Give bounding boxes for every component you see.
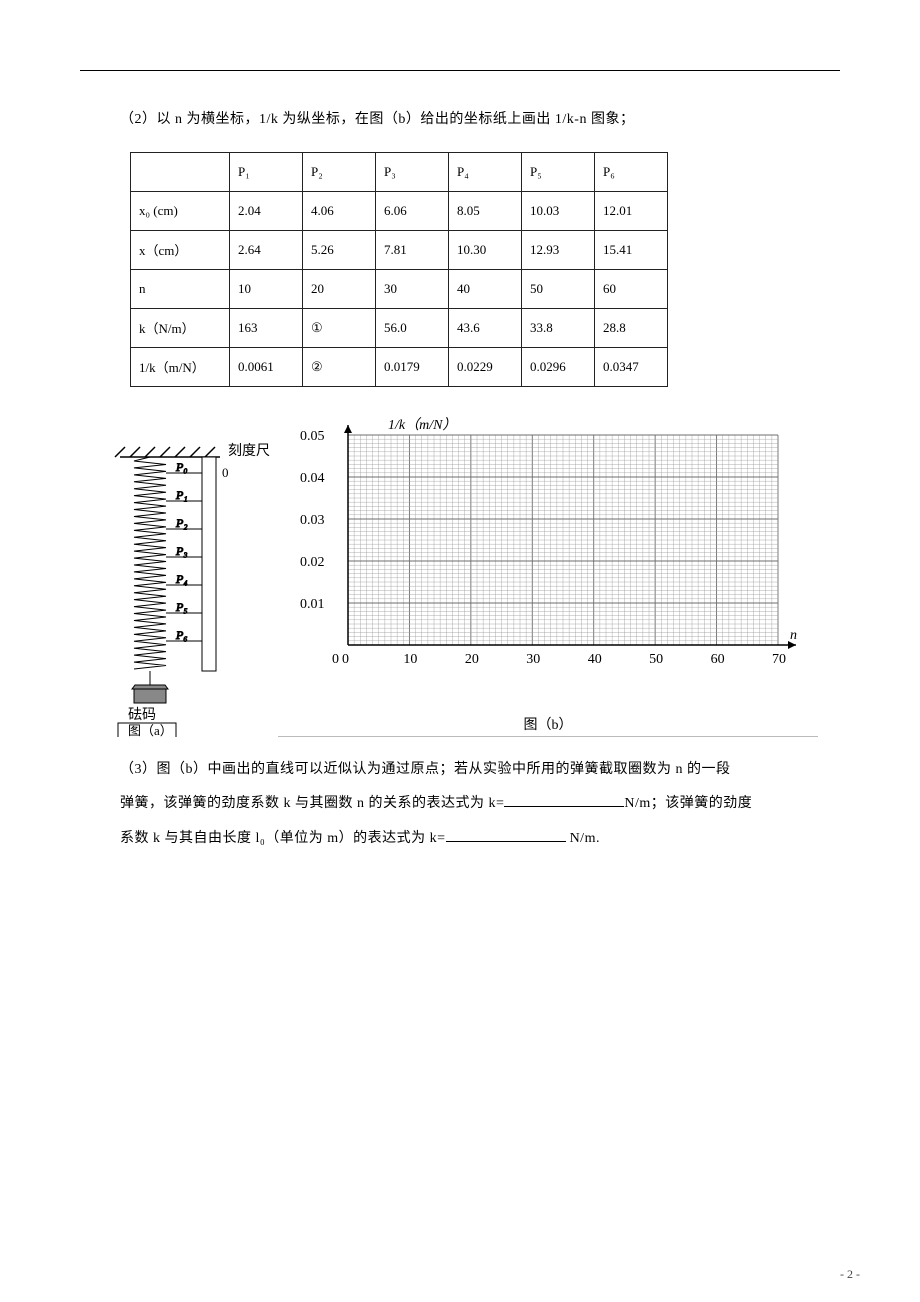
blank-k-l0[interactable] <box>446 827 566 842</box>
svg-text:n: n <box>790 628 797 643</box>
data-table: P₁ P₂ P₃ P₄ P₅ P₆ x₀ (cm) 2.04 4.06 6.06… <box>130 152 668 387</box>
question-3-line2: 弹簧，该弹簧的劲度系数 k 与其圈数 n 的关系的表达式为 k= N/m；该弹簧的… <box>120 791 840 818</box>
cell: 163 <box>230 308 303 347</box>
top-rule <box>80 70 840 71</box>
zero-label: 0 <box>222 465 229 480</box>
svg-text:P₃: P₃ <box>175 544 188 558</box>
cell: P₂ <box>303 152 376 191</box>
table-row: 1/k（m/N） 0.0061 ② 0.0179 0.0229 0.0296 0… <box>131 347 668 386</box>
cell: n <box>131 269 230 308</box>
cell: x₀ (cm) <box>131 191 230 230</box>
cell: 60 <box>595 269 668 308</box>
cell: 0.0296 <box>522 347 595 386</box>
cell: 15.41 <box>595 230 668 269</box>
cell: 10.03 <box>522 191 595 230</box>
table-row: k（N/m） 163 ① 56.0 43.6 33.8 28.8 <box>131 308 668 347</box>
cell: 5.26 <box>303 230 376 269</box>
q3-line2b: N/m；该弹簧的劲度 <box>624 796 752 811</box>
weight-label: 砝码 <box>128 707 156 723</box>
figure-a-spring-diagram: 刻度尺 P₀ P₁ P₂ P₃ P₄ P₅ P₆ 0 砝码 图（a） <box>110 437 270 737</box>
svg-text:0.01: 0.01 <box>300 597 325 612</box>
blank-k-n[interactable] <box>504 792 624 807</box>
svg-text:0: 0 <box>332 652 339 667</box>
svg-text:P₀: P₀ <box>175 460 188 474</box>
svg-text:0.04: 0.04 <box>300 471 325 486</box>
table-row: x（cm） 2.64 5.26 7.81 10.30 12.93 15.41 <box>131 230 668 269</box>
figure-row: 刻度尺 P₀ P₁ P₂ P₃ P₄ P₅ P₆ 0 砝码 图（a） 1/k（m/N） 0 10… <box>110 417 840 737</box>
figure-b-caption: 图（b） <box>278 714 818 734</box>
cell: ② <box>303 347 376 386</box>
table-row: x₀ (cm) 2.04 4.06 6.06 8.05 10.03 12.01 <box>131 191 668 230</box>
cell: 10 <box>230 269 303 308</box>
svg-text:70: 70 <box>772 652 786 667</box>
table-header-row: P₁ P₂ P₃ P₄ P₅ P₆ <box>131 152 668 191</box>
cell: 0.0061 <box>230 347 303 386</box>
cell: 7.81 <box>376 230 449 269</box>
page: （2）以 n 为横坐标，1/k 为纵坐标，在图（b）给出的坐标纸上画出 1/k-… <box>0 0 920 1302</box>
cell: 43.6 <box>449 308 522 347</box>
svg-text:20: 20 <box>465 652 479 667</box>
page-number: - 2 - <box>840 1267 860 1282</box>
cell: k（N/m） <box>131 308 230 347</box>
svg-text:10: 10 <box>403 652 417 667</box>
svg-text:0.03: 0.03 <box>300 513 325 528</box>
cell: P₃ <box>376 152 449 191</box>
cell: 0.0347 <box>595 347 668 386</box>
q3-line2a: 弹簧，该弹簧的劲度系数 k 与其圈数 n 的关系的表达式为 k= <box>120 796 504 811</box>
cell: 1/k（m/N） <box>131 347 230 386</box>
question-3-line1: （3）图（b）中画出的直线可以近似认为通过原点；若从实验中所用的弹簧截取圈数为 … <box>120 757 840 784</box>
cell: 56.0 <box>376 308 449 347</box>
table-row: n 10 20 30 40 50 60 <box>131 269 668 308</box>
cell: 12.93 <box>522 230 595 269</box>
svg-text:0.02: 0.02 <box>300 555 325 570</box>
cell: 0.0229 <box>449 347 522 386</box>
cell: 30 <box>376 269 449 308</box>
q3-line3a: 系数 k 与其自由长度 l₀（单位为 m）的表达式为 k= <box>120 831 446 846</box>
svg-text:30: 30 <box>526 652 540 667</box>
cell: 4.06 <box>303 191 376 230</box>
svg-text:60: 60 <box>711 652 725 667</box>
cell: 20 <box>303 269 376 308</box>
svg-text:0: 0 <box>342 652 349 667</box>
cell: 0.0179 <box>376 347 449 386</box>
cell: 12.01 <box>595 191 668 230</box>
svg-text:P₂: P₂ <box>175 516 188 530</box>
figure-b-container: 1/k（m/N） 0 10 20 30 40 50 60 70 0.01 0.02 0.03 0.04 0… <box>278 417 818 737</box>
svg-text:1/k（m/N）: 1/k（m/N） <box>388 417 456 433</box>
cell: 2.64 <box>230 230 303 269</box>
cell: ① <box>303 308 376 347</box>
svg-text:0.05: 0.05 <box>300 429 325 444</box>
cell: P₁ <box>230 152 303 191</box>
cell: 2.04 <box>230 191 303 230</box>
q3-line3b: N/m. <box>566 831 600 846</box>
cell: P₆ <box>595 152 668 191</box>
question-3-line3: 系数 k 与其自由长度 l₀（单位为 m）的表达式为 k= N/m. <box>120 826 840 853</box>
svg-text:P₆: P₆ <box>175 628 188 642</box>
cell: P₅ <box>522 152 595 191</box>
cell: 50 <box>522 269 595 308</box>
cell: 6.06 <box>376 191 449 230</box>
svg-text:40: 40 <box>588 652 602 667</box>
cell <box>131 152 230 191</box>
cell: 8.05 <box>449 191 522 230</box>
svg-text:P₁: P₁ <box>175 488 188 502</box>
ruler-label: 刻度尺 <box>228 443 270 459</box>
question-2: （2）以 n 为横坐标，1/k 为纵坐标，在图（b）给出的坐标纸上画出 1/k-… <box>120 107 840 134</box>
svg-text:P₄: P₄ <box>175 572 188 586</box>
cell: 10.30 <box>449 230 522 269</box>
cell: P₄ <box>449 152 522 191</box>
cell: 28.8 <box>595 308 668 347</box>
cell: 33.8 <box>522 308 595 347</box>
svg-text:P₅: P₅ <box>175 600 188 614</box>
cell: 40 <box>449 269 522 308</box>
svg-text:50: 50 <box>649 652 663 667</box>
cell: x（cm） <box>131 230 230 269</box>
figure-a-caption: 图（a） <box>128 723 173 737</box>
figure-b-chart: 1/k（m/N） 0 10 20 30 40 50 60 70 0.01 0.02 0.03 0.04 0… <box>278 417 818 707</box>
